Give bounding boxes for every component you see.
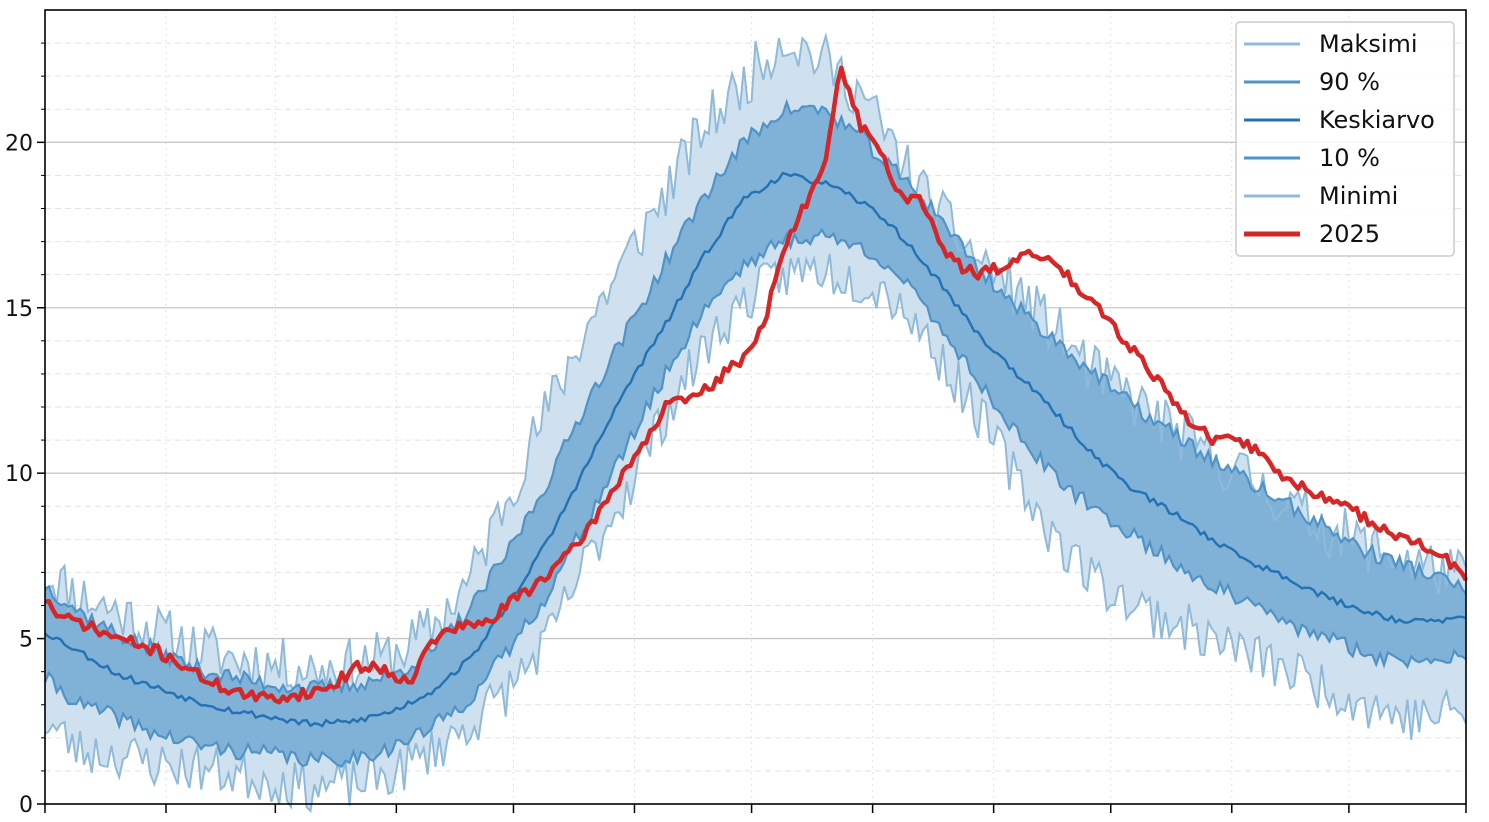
series-line-90 (44, 98, 1467, 695)
series-line-2025 (44, 65, 1468, 705)
legend: Maksimi 90 % Keskiarvo 10 % Minimi 2025 (1235, 21, 1455, 257)
axis-ticks: 0 5 10 15 20 (5, 42, 1467, 818)
legend-entry-2025-label: 2025 (1319, 220, 1380, 248)
series-line-10 (43, 227, 1467, 768)
y-tick-label: 20 (5, 131, 33, 156)
legend-entry-90-label: 90 % (1319, 68, 1380, 96)
legend-entry-10-label: 10 % (1319, 144, 1380, 172)
y-tick-label: 15 (5, 297, 33, 322)
series-line-maksimi (44, 31, 1467, 696)
series-lines (43, 31, 1468, 813)
y-tick-label: 5 (19, 628, 33, 653)
legend-entry-maksimi-label: Maksimi (1319, 30, 1418, 58)
series-line-minimi (44, 253, 1467, 813)
legend-entry-minimi-label: Minimi (1319, 182, 1398, 210)
legend-entry-keskiarvo-label: Keskiarvo (1319, 106, 1435, 134)
y-tick-label: 0 (19, 793, 33, 817)
y-tick-label: 10 (5, 462, 33, 487)
series-line-keskiarvo (44, 171, 1467, 728)
